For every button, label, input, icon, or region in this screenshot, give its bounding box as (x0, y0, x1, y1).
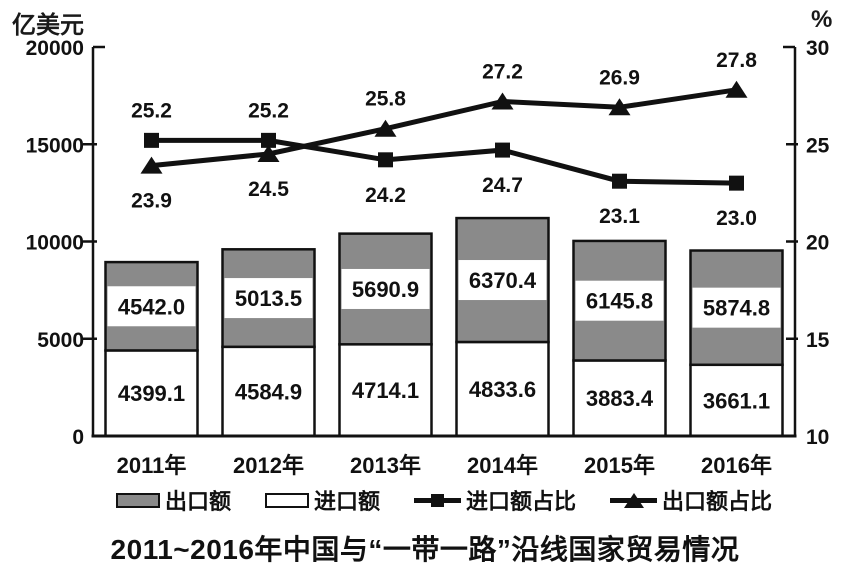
export-share-marker-triangle (257, 144, 280, 162)
legend-swatch-box (115, 492, 160, 508)
import-share-line (151, 137, 737, 186)
bar-export-label-box (224, 278, 313, 319)
import-share-marker-square (378, 152, 393, 168)
bar-export-value-label: 5013.5 (235, 286, 302, 311)
right-axis-unit-label: % (811, 6, 833, 33)
legend-item: 出口额 (115, 484, 231, 516)
x-axis-category-label: 2014年 (467, 453, 538, 478)
bar-export-label-box (692, 287, 781, 328)
y-axis-right-tick-label: 30 (806, 37, 829, 60)
export-share-point-label: 24.5 (248, 178, 289, 201)
y-axis-right-tick-label: 20 (806, 232, 829, 255)
import-share-marker-square (495, 142, 510, 158)
y-axis-right-tick-label: 15 (806, 329, 830, 352)
bar-import-value-label: 4833.6 (469, 377, 536, 402)
x-axis-category-label: 2016年 (701, 453, 772, 478)
y-axis-right-tick-label: 10 (806, 426, 829, 449)
import-share-point-label: 24.7 (482, 174, 523, 197)
bar-import-value-label: 3661.1 (703, 388, 770, 413)
legend-item: 出口额占比 (610, 484, 772, 516)
chart-legend: 出口额 进口额 进口额占比 出口额占比 (93, 486, 795, 514)
bar-import-value-label: 4714.1 (352, 378, 419, 403)
import-share-point-label: 23.1 (599, 205, 640, 228)
import-share-point-label: 25.2 (131, 99, 172, 122)
import-share-marker-square (261, 132, 276, 148)
bar-import-segment (689, 363, 784, 438)
bar-export-value-label: 4542.0 (118, 294, 185, 319)
export-share-marker-triangle (725, 80, 748, 98)
export-share-point-label: 23.9 (131, 190, 172, 213)
legend-label: 进口额 (313, 489, 380, 514)
legend-item: 进口额 (264, 484, 380, 516)
bar-import-value-label: 4584.9 (235, 379, 302, 404)
bar-import-value-label: 4399.1 (118, 381, 185, 406)
export-share-line (151, 87, 737, 169)
import-share-marker-square (612, 173, 627, 189)
legend-label: 出口额 (164, 489, 231, 514)
triangle-marker-icon (624, 492, 645, 508)
bar-import-segment (455, 340, 550, 438)
legend-label: 进口额占比 (466, 489, 577, 514)
import-share-marker-square (729, 175, 744, 191)
import-share-point-label: 24.2 (365, 184, 406, 207)
y-axis-left-tick-label: 5000 (37, 329, 84, 352)
legend-swatch-line (610, 492, 658, 508)
export-share-marker-triangle (374, 119, 397, 137)
bar-export-label-box (575, 280, 664, 321)
export-share-point-label: 26.9 (599, 66, 640, 89)
chart-title: 2011~2016年中国与“一带一路”沿线国家贸易情况 (110, 534, 740, 565)
y-axis-left-tick-label: 10000 (26, 232, 84, 255)
x-axis-category-label: 2012年 (233, 453, 304, 478)
square-marker-icon (431, 493, 444, 507)
import-share-point-label: 23.0 (716, 207, 757, 230)
import-share-marker-square (144, 132, 159, 148)
export-share-point-label: 27.2 (482, 60, 523, 83)
legend-swatch-box (264, 492, 309, 508)
x-axis-category-label: 2011年 (117, 453, 187, 478)
bar-export-value-label: 5874.8 (703, 296, 770, 321)
x-axis-category-label: 2013年 (350, 453, 421, 478)
y-axis-left-tick-label: 0 (72, 426, 84, 449)
bar-export-label-box (458, 260, 547, 301)
import-share-point-label: 25.2 (248, 99, 289, 122)
legend-swatch-line (414, 493, 461, 508)
export-share-marker-triangle (608, 98, 631, 116)
left-axis-unit-label: 亿美元 (12, 12, 84, 39)
bar-import-segment (338, 343, 433, 438)
export-share-point-label: 27.8 (716, 49, 757, 72)
x-axis-category-label: 2015年 (584, 453, 655, 478)
bar-import-segment (104, 349, 199, 438)
y-axis-left-tick-label: 20000 (26, 37, 84, 60)
bar-export-label-box (107, 286, 196, 327)
legend-item: 进口额占比 (414, 484, 576, 516)
bar-import-value-label: 3883.4 (586, 386, 654, 411)
export-share-point-label: 25.8 (365, 88, 406, 111)
y-axis-left-tick-label: 15000 (26, 134, 84, 157)
bar-export-value-label: 6370.4 (469, 268, 537, 293)
y-axis-right-tick-label: 25 (806, 134, 830, 157)
legend-label: 出口额占比 (662, 489, 773, 514)
export-share-marker-triangle (491, 92, 514, 110)
bar-export-value-label: 5690.9 (352, 277, 419, 302)
bar-export-label-box (341, 268, 430, 309)
export-share-marker-triangle (140, 156, 163, 174)
bar-export-value-label: 6145.8 (586, 289, 653, 314)
